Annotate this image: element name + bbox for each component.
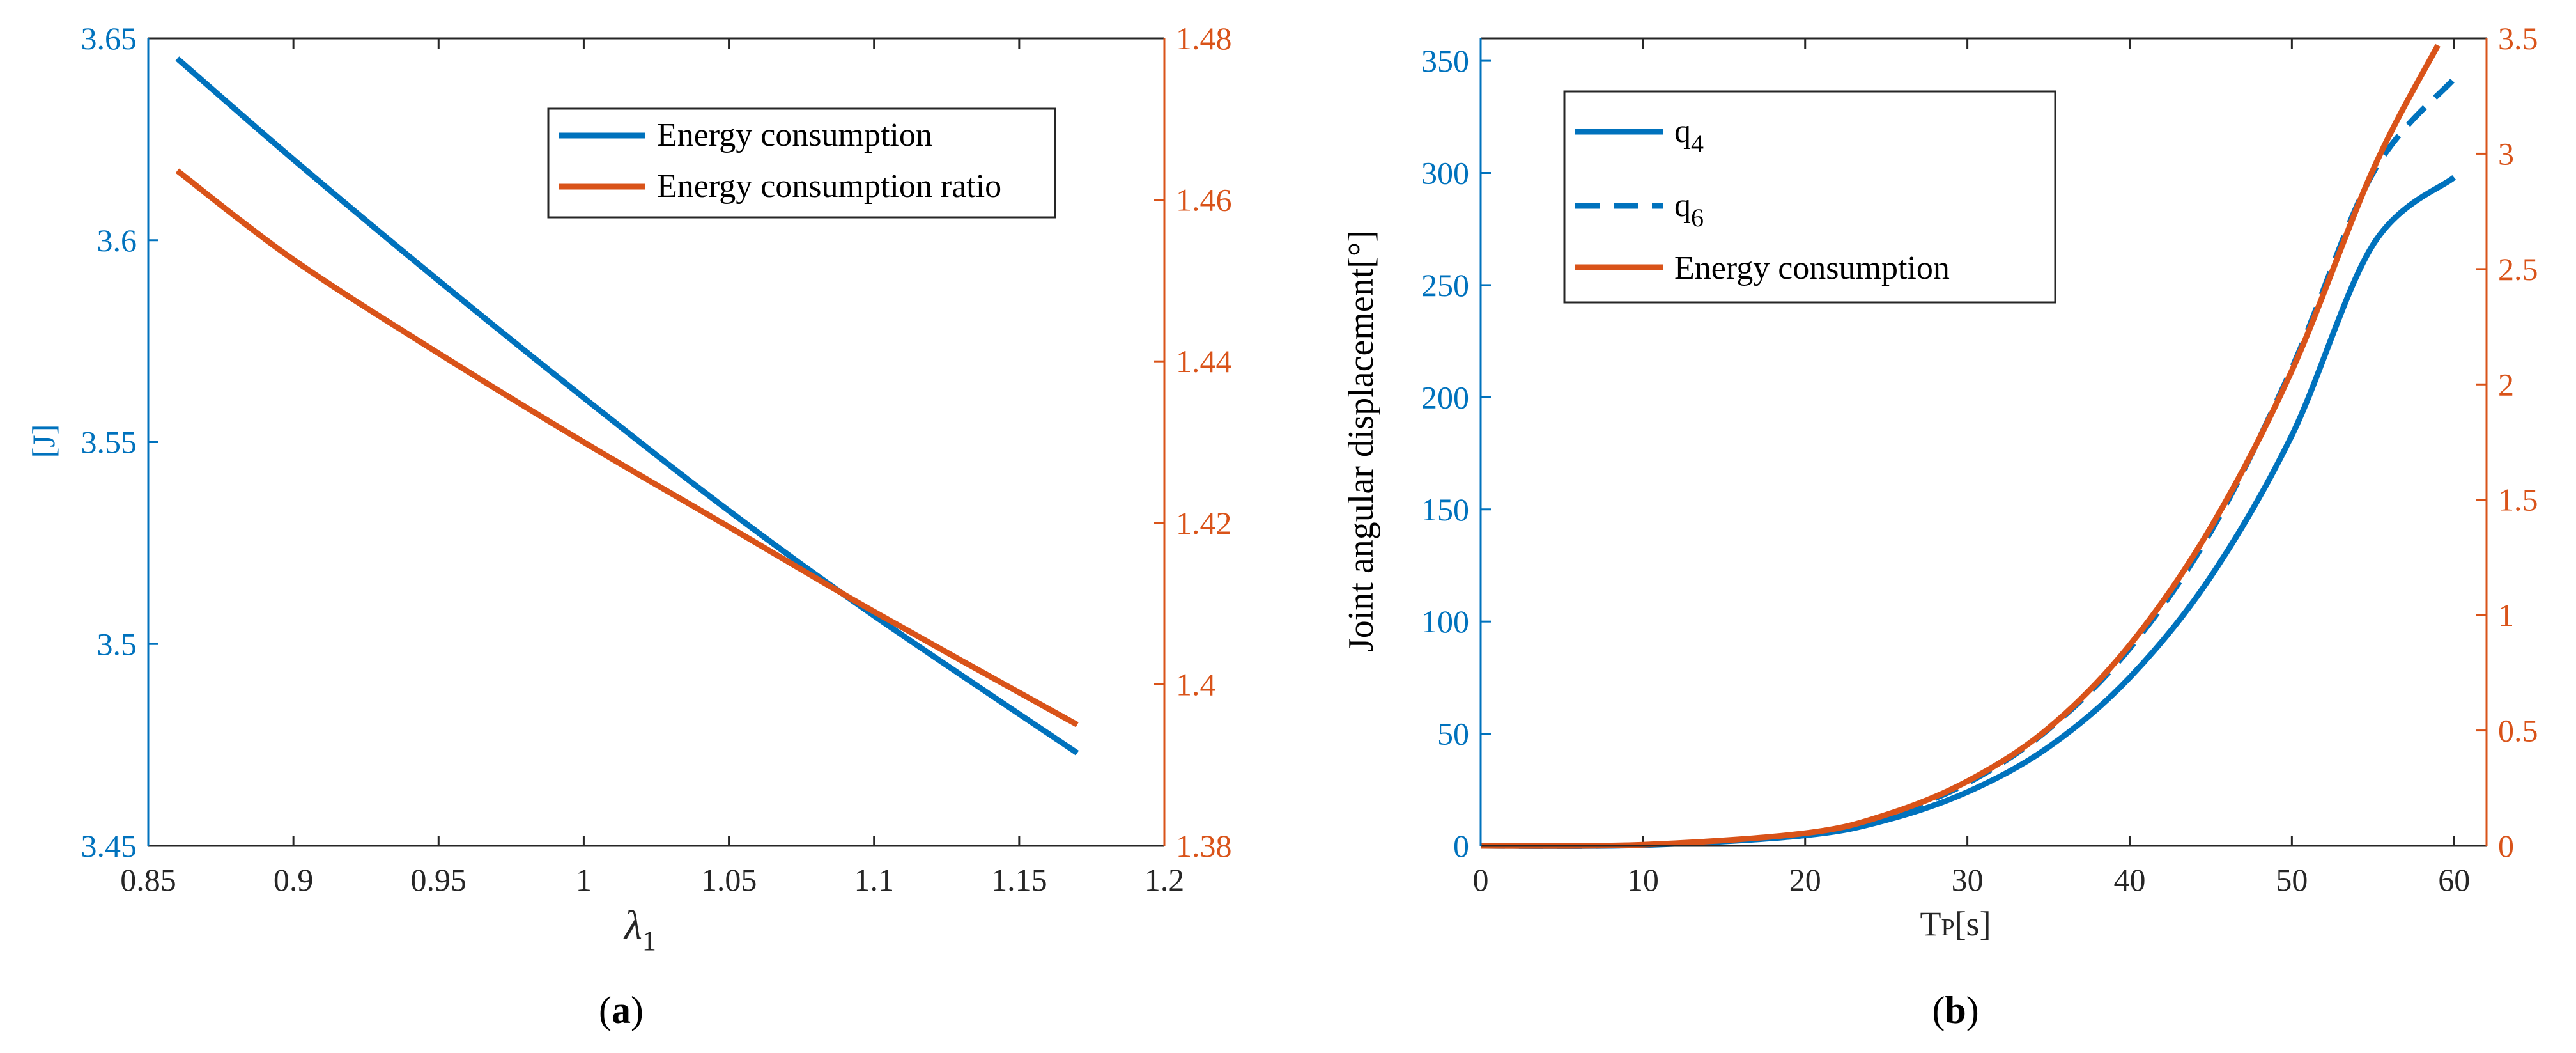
panel-b-ytick-right-label: 3 — [2498, 136, 2514, 171]
panel-a-ytick-left-label: 3.5 — [97, 626, 137, 662]
panel-b-xtick-label: 40 — [2113, 862, 2145, 898]
panel-b-ytick-right-label: 0 — [2498, 828, 2514, 864]
panel-a-xtick-label: 0.95 — [411, 862, 467, 898]
panel-b-legend-q4-base: q — [1674, 113, 1691, 150]
panel-a-xlabel: λ1 — [623, 902, 656, 956]
panel-a-legend-box — [547, 107, 1056, 219]
panel-a-caption: (a) — [599, 989, 644, 1031]
panel-a-xtick-label: 1 — [576, 862, 592, 898]
panel-a-legend-label-energy: Energy consumption — [657, 117, 932, 153]
panel-b-ytick-left-label: 100 — [1421, 604, 1469, 639]
panel-b-ytick-right-label: 0.5 — [2498, 713, 2538, 749]
panel-a-ytick-right-label: 1.44 — [1176, 343, 1232, 379]
panel-b-ytick-left-label: 250 — [1421, 267, 1469, 303]
panel-b-xtick-label: 50 — [2276, 862, 2308, 898]
panel-b-xlabel-symbol: T — [1920, 905, 1941, 943]
panel-b-displacement-vs-time: 0 10 20 30 40 50 60 0 50 100 150 200 250 300 350 0 0.5 1 1… — [1341, 20, 2538, 1031]
panel-a-ytick-right-label: 1.42 — [1176, 505, 1232, 541]
panel-a-ytick-left-label: 3.6 — [97, 222, 137, 258]
panel-b-ytick-right-label: 2 — [2498, 366, 2514, 402]
panel-a-energy-vs-lambda: 0.85 0.9 0.95 1 1.05 1.1 1.15 1.2 3.45 3.5 3.55 3.6… — [26, 20, 1232, 1031]
panel-b-xtick-label: 20 — [1789, 862, 1821, 898]
panel-b-legend-q6-sub: 6 — [1691, 203, 1704, 232]
panel-a-ytick-right-label: 1.4 — [1176, 666, 1216, 702]
panel-b-xtick-label: 0 — [1473, 862, 1489, 898]
panel-a-xtick-label: 0.9 — [274, 862, 314, 898]
panel-b-xtick-label: 60 — [2438, 862, 2470, 898]
panel-b-xlabel-sub: P — [1941, 914, 1954, 941]
panel-b-series — [1480, 43, 2456, 849]
panel-b-xtick-label: 30 — [1952, 862, 1984, 898]
panel-a-ytick-right-label: 1.48 — [1176, 20, 1232, 56]
panel-a-xtick-label: 1.15 — [991, 862, 1047, 898]
panel-b-legend-label-q6: q6 — [1674, 187, 1704, 232]
panel-a-ytick-left-label: 3.65 — [81, 20, 137, 56]
panel-b-ytick-right-label: 2.5 — [2498, 251, 2538, 287]
panel-a-ytick-right-label: 1.38 — [1176, 828, 1232, 864]
panel-a-caption-letter: a — [612, 989, 631, 1031]
panel-b-ytick-left-label: 350 — [1421, 43, 1469, 79]
panel-a-series-energy-consumption-ratio — [175, 168, 1079, 728]
panel-a-ytick-left-label: 3.45 — [81, 828, 137, 864]
panel-a-legend-label-ratio: Energy consumption ratio — [657, 168, 1001, 205]
panel-b-ytick-left-label: 150 — [1421, 492, 1469, 527]
panel-a-ytick-right-label: 1.46 — [1176, 182, 1232, 218]
panel-b-legend-label-energy: Energy consumption — [1674, 250, 1950, 286]
panel-a-ytick-left-label: 3.55 — [81, 425, 137, 460]
panel-b-ytick-left-label: 0 — [1453, 828, 1469, 864]
panel-a-xlabel-sub: 1 — [642, 925, 656, 956]
panel-b-xlabel: TP[s] — [1920, 905, 1991, 943]
panel-b-legend-q4-sub: 4 — [1691, 129, 1704, 158]
panel-a-ylabel-left: [J] — [26, 425, 61, 458]
panel-b-legend-label-q4: q4 — [1674, 113, 1704, 158]
panel-b-xtick-label: 10 — [1627, 862, 1659, 898]
panel-b-ytick-left-label: 200 — [1421, 379, 1469, 415]
panel-b-ytick-left-label: 300 — [1421, 155, 1469, 191]
panel-b-caption-letter: b — [1945, 989, 1966, 1031]
panel-b-ytick-right-label: 1.5 — [2498, 482, 2538, 518]
panel-a-xtick-label: 1.1 — [854, 862, 894, 898]
panel-a-xlabel-symbol: λ — [623, 902, 642, 948]
panel-a-xtick-label: 0.85 — [120, 862, 176, 898]
panel-a-xtick-label: 1.05 — [701, 862, 757, 898]
panel-a-legend: Energy consumption Energy consumption ra… — [547, 107, 1056, 219]
panel-b-series-energy-consumption — [1480, 43, 2441, 849]
panel-b-ytick-left-label: 50 — [1437, 716, 1469, 752]
panel-a-series-energy-consumption — [175, 56, 1079, 756]
panel-b-legend-q6-base: q — [1674, 187, 1691, 224]
panel-b-ytick-right-label: 3.5 — [2498, 20, 2538, 56]
panel-b-legend: q4 q6 Energy consumption — [1563, 90, 2056, 304]
panel-b-ytick-right-label: 1 — [2498, 597, 2514, 633]
panel-b-ylabel-left: Joint angular displacement[°] — [1341, 230, 1381, 652]
panel-b-caption: (b) — [1932, 989, 1978, 1031]
panel-a-ticks: 0.85 0.9 0.95 1 1.05 1.1 1.15 1.2 3.45 3.5 3.55 3.6… — [81, 20, 1232, 898]
panel-b-xlabel-unit: [s] — [1955, 905, 1991, 943]
panel-a-xtick-label: 1.2 — [1145, 862, 1185, 898]
panel-a-series — [175, 56, 1079, 756]
